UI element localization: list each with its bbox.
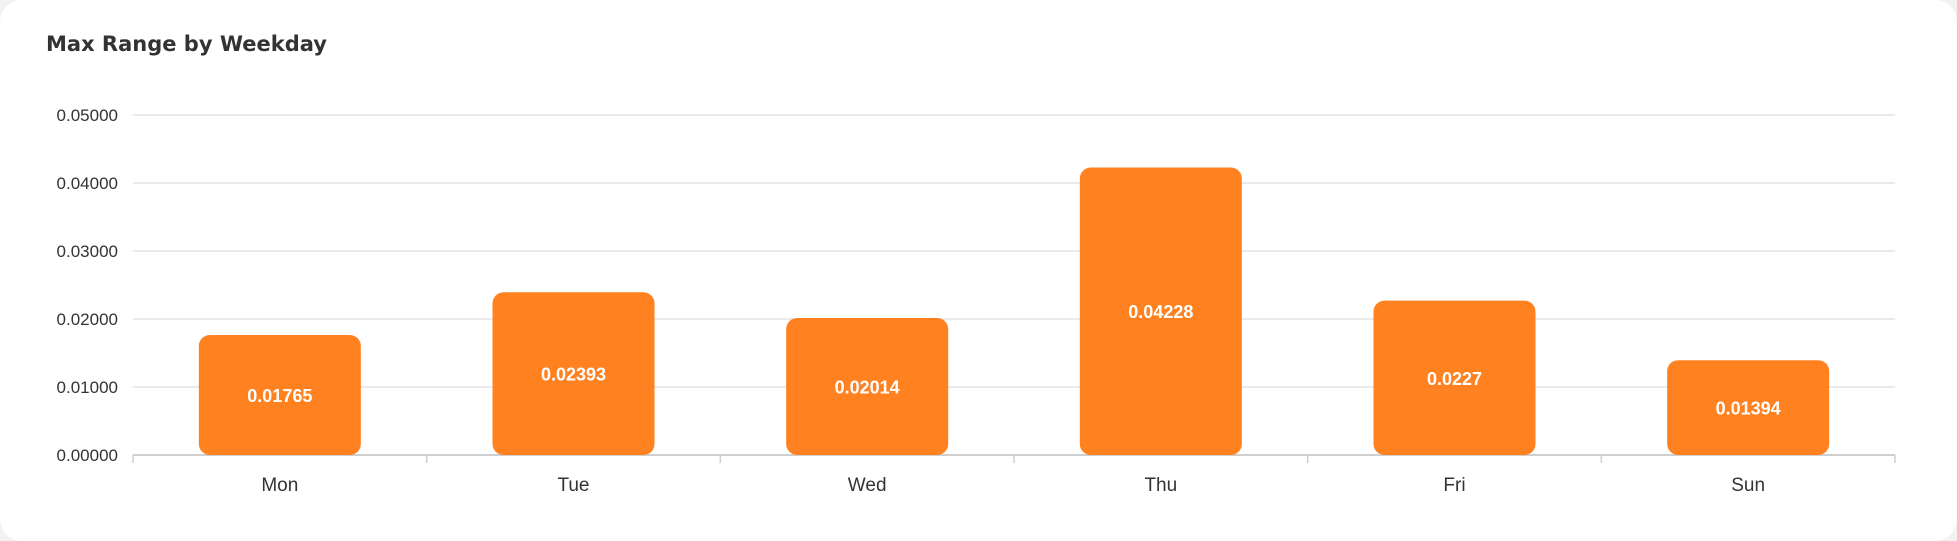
x-tick-label: Sun	[1731, 475, 1765, 496]
data-label: 0.02014	[835, 378, 900, 398]
gridlines	[133, 114, 1895, 388]
data-label: 0.04228	[1128, 302, 1193, 322]
bar-thu[interactable]	[1079, 167, 1242, 455]
y-tick-label: 0.01000	[57, 378, 118, 397]
y-tick-label: 0.03000	[57, 242, 118, 261]
y-tick-label: 0.05000	[57, 106, 118, 125]
x-tick-label: Fri	[1443, 475, 1465, 496]
bar-wed[interactable]	[786, 318, 949, 455]
bar-sun[interactable]	[1667, 360, 1830, 455]
data-label: 0.01394	[1716, 399, 1781, 419]
axes	[132, 454, 1896, 463]
labels: 0.00000 0.01000 0.02000 0.03000 0.04000 0.050…	[57, 106, 1781, 496]
bar-mon[interactable]	[198, 334, 361, 455]
chart-title: Max Range by Weekday	[46, 32, 327, 56]
x-tick-label: Wed	[848, 475, 887, 496]
bar-tue[interactable]	[492, 292, 655, 455]
data-label: 0.0227	[1427, 369, 1482, 389]
bar-fri[interactable]	[1373, 300, 1536, 455]
y-tick-label: 0.00000	[57, 446, 118, 465]
y-tick-label: 0.04000	[57, 174, 118, 193]
y-tick-label: 0.02000	[57, 310, 118, 329]
bars	[198, 167, 1830, 455]
data-label: 0.02393	[541, 365, 606, 385]
x-tick-label: Tue	[557, 475, 589, 496]
x-tick-label: Mon	[261, 475, 298, 496]
x-tick-label: Thu	[1144, 475, 1177, 496]
data-label: 0.01765	[247, 386, 312, 406]
